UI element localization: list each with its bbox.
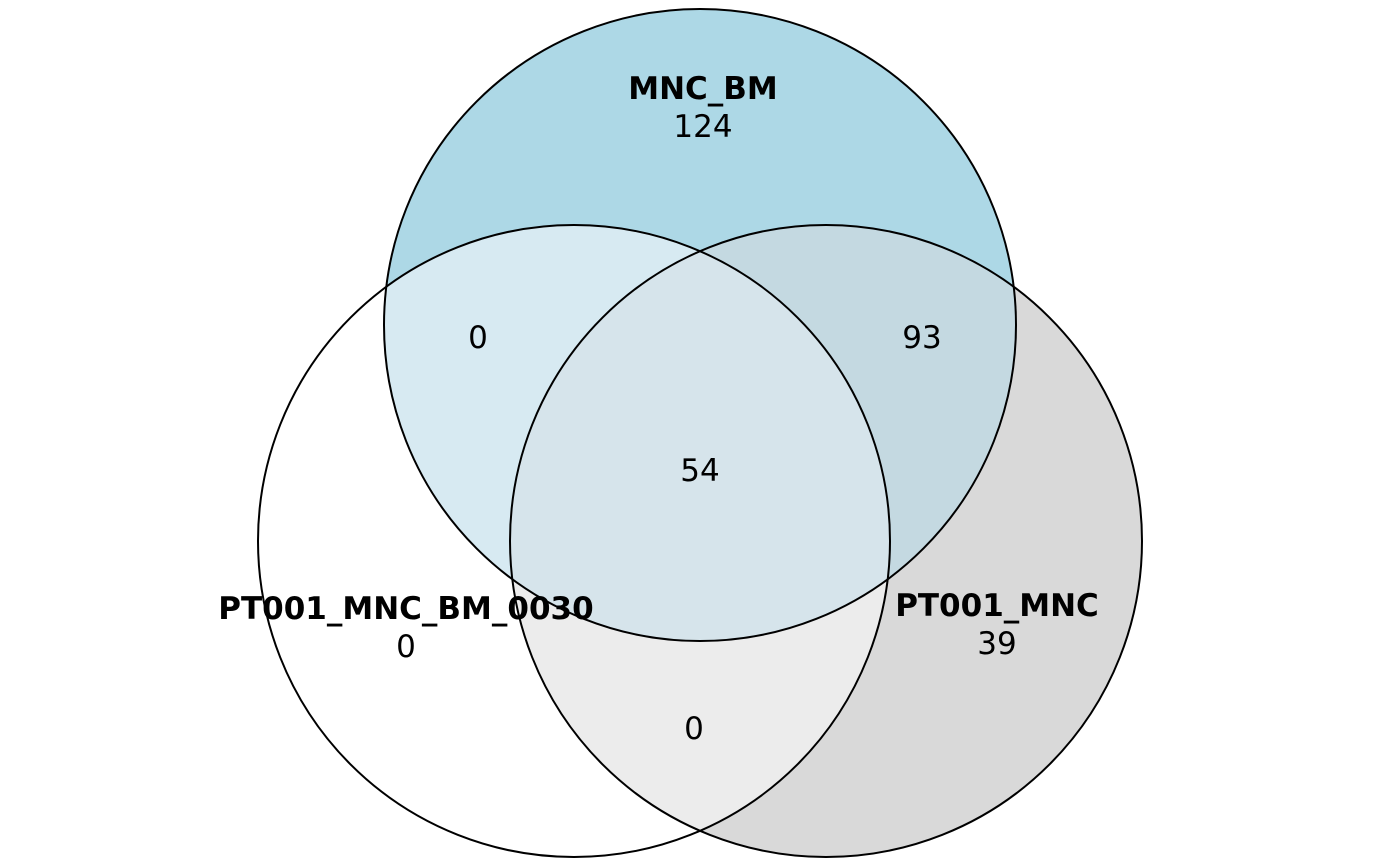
set-label-mnc-bm: MNC_BM xyxy=(628,71,778,107)
count-mnc-bm-only: 124 xyxy=(673,109,732,145)
count-mnc-bm-and-pt001-mnc-bm-0030: 0 xyxy=(468,320,488,356)
count-pt001-mnc-bm-0030-only: 0 xyxy=(396,629,416,665)
outline-pt001-mnc-bm-0030 xyxy=(257,224,891,858)
set-label-pt001-mnc: PT001_MNC xyxy=(895,588,1099,624)
outline-pt001-mnc xyxy=(509,224,1143,858)
set-label-pt001-mnc-bm-0030: PT001_MNC_BM_0030 xyxy=(218,591,593,627)
overlap-region-center xyxy=(510,225,890,641)
count-all-three: 54 xyxy=(680,453,719,489)
count-pt001-mnc-bm-0030-and-pt001-mnc: 0 xyxy=(684,711,704,747)
outline-mnc-bm xyxy=(383,8,1017,642)
count-mnc-bm-and-pt001-mnc: 93 xyxy=(902,320,941,356)
count-pt001-mnc-only: 39 xyxy=(977,626,1016,662)
